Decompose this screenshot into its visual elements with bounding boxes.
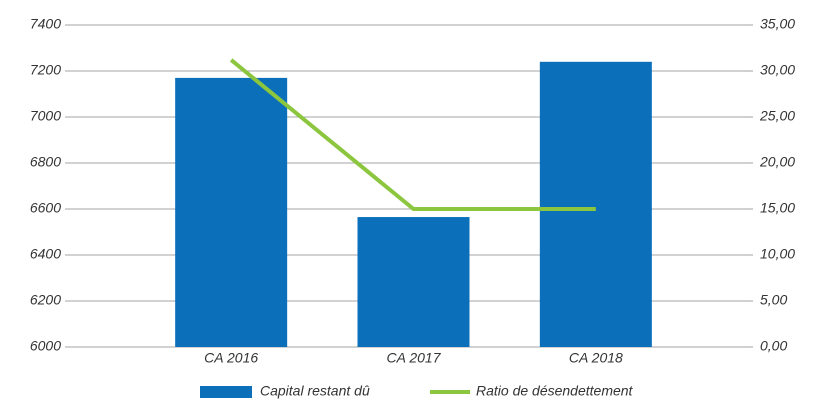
legend-label: Ratio de désendettement [476,383,634,399]
y-tick-label: 7000 [30,108,61,124]
y-tick-label: 6800 [30,154,61,170]
y-tick-label: 6600 [30,200,61,216]
x-tick-label: CA 2016 [204,350,258,366]
bar [539,61,652,348]
y-tick-label: 7400 [30,16,61,32]
bar [357,217,470,347]
y-tick-label: 7200 [30,62,61,78]
legend-swatch [200,386,252,398]
y2-tick-label: 30,00 [760,62,795,78]
y2-tick-label: 20,00 [759,154,795,170]
legend-label: Capital restant dû [260,383,370,399]
bar [175,77,288,348]
y2-tick-label: 5,00 [760,292,787,308]
y-tick-label: 6200 [30,292,61,308]
y-tick-label: 6000 [30,338,61,354]
y2-tick-label: 25,00 [759,108,795,124]
line [229,58,596,211]
y2-tick-label: 15,00 [760,200,795,216]
y2-tick-label: 35,00 [760,16,795,32]
y2-tick-label: 0,00 [760,338,787,354]
y-tick-label: 6400 [30,246,61,262]
x-tick-label: CA 2018 [569,350,623,366]
x-tick-label: CA 2017 [387,350,442,366]
y2-tick-label: 10,00 [760,246,795,262]
